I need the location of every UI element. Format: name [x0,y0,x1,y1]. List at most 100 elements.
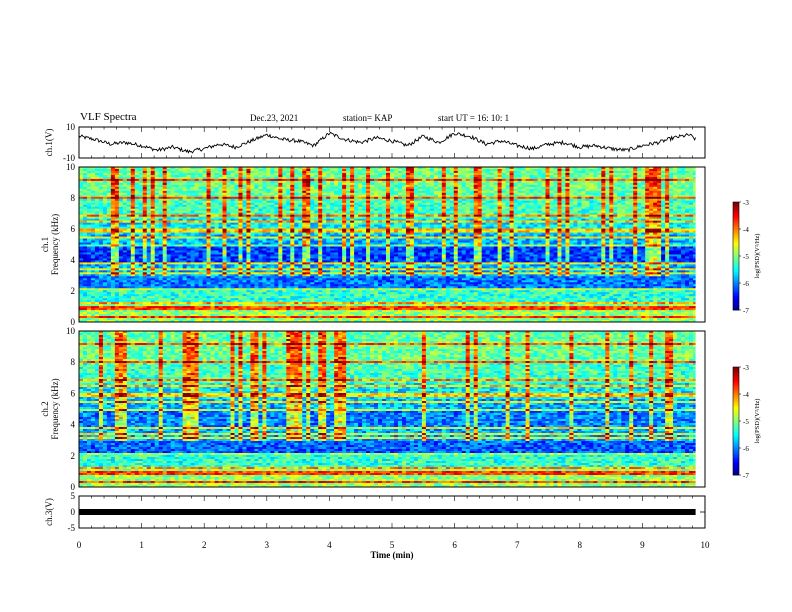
spectrogram-cell [134,270,140,273]
spectrogram-cell [82,300,88,303]
spectrogram-cell [150,238,156,241]
spectrogram-cell [114,240,120,243]
spectrogram-cell [154,294,160,297]
spectrogram-cell [122,266,128,269]
spectrogram-cell [118,208,124,212]
spectrogram-cell [130,274,136,277]
spectrogram-cell [154,192,160,196]
spectrogram-cell [150,168,156,172]
spectrogram-cell [154,274,160,277]
spectrogram-cell [162,256,168,259]
spectrogram-cell [154,232,160,235]
spectrogram-cell [126,242,132,245]
spectrogram-cell [79,174,84,178]
spectrogram-cell [82,254,88,257]
spectrogram-cell [118,184,124,188]
spectrogram-cell [154,280,160,283]
spectrogram-cell [110,314,116,317]
spectrogram-cell [162,274,168,277]
spectrogram-cell [79,300,84,303]
spectrogram-cell [170,228,176,231]
spectrogram-cell [150,206,156,210]
spectrogram-cell [94,258,100,261]
spectrogram-cell [158,252,164,255]
spectrogram-cell [110,190,116,194]
spectrogram-cell [130,234,136,237]
spectrogram-cell [90,242,96,245]
spectrogram-cell [158,268,164,271]
spectrogram-cell [110,202,116,206]
spectrogram-cell [146,194,152,198]
spectrogram-cell [114,266,120,269]
spectrogram-cell [130,222,136,226]
spectrogram-cell [118,172,124,176]
spectrogram-cell [146,304,152,307]
spectrogram-cell [150,288,156,291]
spectrogram-cell [170,210,176,214]
spectrogram-cell [122,292,128,295]
spectrogram-cell [162,250,168,253]
spectrogram-cell [122,308,128,311]
spectrogram-cell [154,316,160,319]
spectrogram-cell [90,172,96,176]
spectrogram-cell [130,268,136,271]
spectrogram-cell [90,176,96,180]
spectrogram-cell [90,194,96,198]
spectrogram-cell [82,262,88,265]
spectrogram-cell [130,246,136,249]
spectrogram-cell [106,306,112,309]
spectrogram-cell [138,174,144,178]
spectrogram-cell [106,204,112,208]
spectrogram-cell [114,294,120,297]
spectrogram-cell [98,167,104,170]
spectrogram-cell [146,214,152,218]
spectrogram-cell [138,296,144,299]
spectrogram-cell [122,286,128,289]
spectrogram-cell [158,168,164,172]
spectrogram-cell [154,300,160,303]
spectrogram-cell [170,238,176,241]
spectrogram-cell [122,198,128,202]
spectrogram-cell [82,180,88,184]
spectrogram-cell [94,182,100,186]
spectrogram-cell [90,184,96,188]
spectrogram-cell [150,232,156,235]
spectrogram-cell [94,178,100,182]
spectrogram-cell [158,282,164,285]
spectrogram-cell [102,250,108,253]
spectrogram-cell [94,246,100,249]
spectrogram-cell [98,248,104,251]
spectrogram-cell [142,182,148,186]
spectrogram-cell [90,188,96,192]
spectrogram-cell [150,268,156,271]
spectrogram-cell [79,278,84,281]
spectrogram-cell [82,314,88,317]
spectrogram-cell [130,192,136,196]
spectrogram-cell [166,318,172,321]
spectrogram-cell [142,228,148,231]
spectrogram-cell [158,290,164,293]
spectrogram-cell [134,212,140,216]
spectrogram-cell [90,216,96,220]
spectrogram-cell [82,272,88,275]
spectrogram-cell [126,238,132,241]
spectrogram-cell [114,208,120,212]
spectrogram-cell [102,234,108,237]
spectrogram-cell [110,250,116,253]
spectrogram-cell [118,312,124,315]
spectrogram-cell [86,286,92,289]
spectrogram-cell [166,234,172,237]
spectrogram-cell [138,224,144,228]
spectrogram-cell [94,312,100,315]
spectrogram-cell [166,192,172,196]
spectrogram-cell [146,286,152,289]
spectrogram-cell [154,222,160,226]
spectrogram-cell [158,276,164,279]
spectrogram-cell [170,184,176,188]
spectrogram-cell [134,292,140,295]
spectrogram-cell [110,256,116,259]
spectrogram-cell [79,252,84,255]
spectrogram-cell [94,200,100,204]
spectrogram-cell [94,170,100,174]
spectrogram-cell [166,244,172,247]
